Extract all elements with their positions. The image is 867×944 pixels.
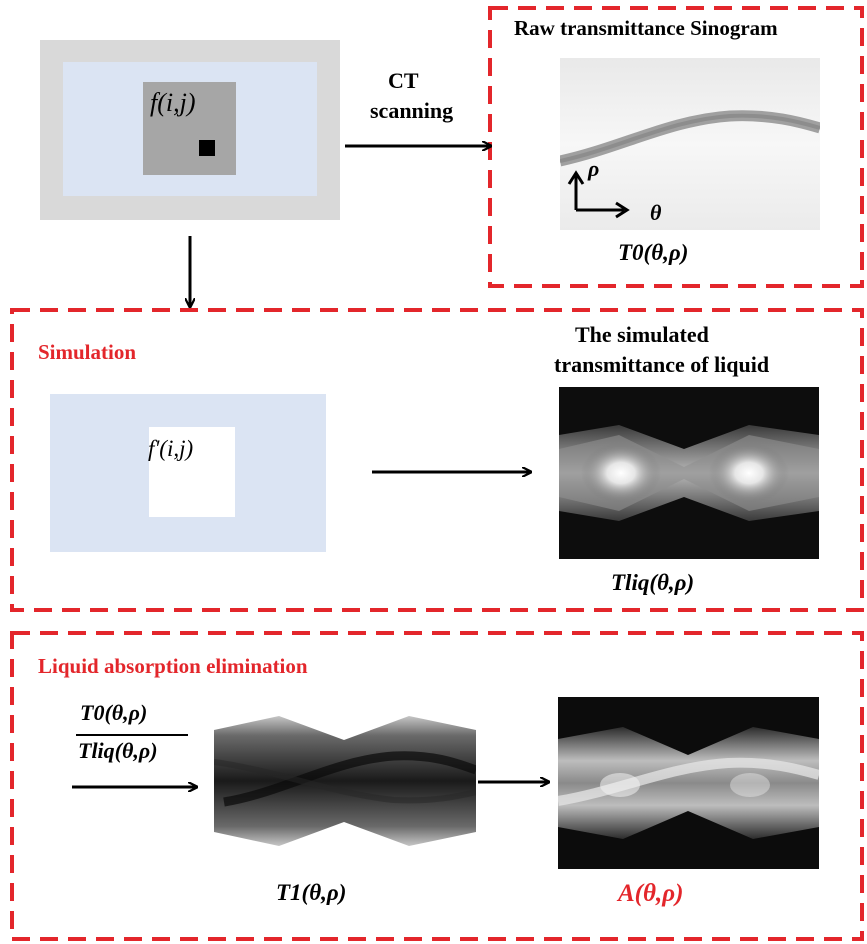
inclusion-square [199, 140, 215, 156]
raw-sinogram-image [560, 58, 820, 230]
output-formula: A(θ,ρ) [618, 880, 684, 907]
elimination-heading: Liquid absorption elimination [38, 654, 308, 678]
sinogram-formula: T0(θ,ρ) [618, 240, 689, 265]
liquid-sinogram-image [559, 387, 819, 559]
ct-label-line1: CT [388, 68, 419, 93]
sinogram-title: Raw transmittance Sinogram [514, 16, 778, 40]
ct-label-line2: scanning [370, 98, 454, 123]
simulation-panel-border [10, 308, 864, 612]
rho-axis-label: ρ [588, 156, 600, 181]
object-label: f(i,j) [150, 88, 196, 117]
object-square [143, 82, 236, 175]
absorption-sinogram-image [558, 697, 819, 869]
corrected-sinogram-image [214, 716, 476, 846]
sim-result-title-line1: The simulated [575, 322, 709, 347]
sim-result-title-line2: transmittance of liquid [554, 352, 770, 377]
sim-object-square [149, 427, 235, 517]
theta-axis-label: θ [650, 200, 662, 225]
ratio-numerator: T0(θ,ρ) [80, 700, 148, 725]
sim-result-formula: Tliq(θ,ρ) [611, 570, 695, 595]
intermediate-formula: T1(θ,ρ) [276, 880, 347, 905]
simulation-heading: Simulation [38, 340, 137, 364]
sim-object-label: f'(i,j) [148, 436, 194, 461]
ratio-denominator: Tliq(θ,ρ) [78, 738, 158, 763]
ratio-bar [76, 734, 188, 736]
elimination-panel-border [10, 631, 864, 941]
